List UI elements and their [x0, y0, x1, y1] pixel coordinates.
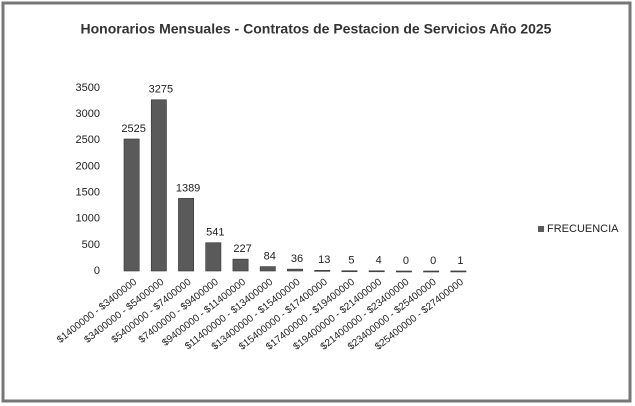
data-label: 541	[206, 227, 224, 239]
bar	[178, 198, 195, 272]
data-label: 1389	[176, 182, 200, 194]
data-label: 0	[403, 255, 409, 267]
bar	[368, 270, 385, 273]
legend-swatch	[538, 226, 544, 232]
data-label: 2525	[121, 123, 145, 135]
data-label: 3275	[149, 84, 173, 96]
data-label: 84	[264, 251, 276, 263]
data-label: 36	[291, 253, 303, 265]
bar	[341, 270, 358, 273]
bar	[423, 270, 440, 273]
data-label: 5	[348, 255, 354, 267]
bar	[150, 99, 167, 272]
y-tick-label: 1500	[76, 186, 100, 198]
bar	[205, 242, 222, 272]
data-label: 1	[457, 255, 463, 267]
bar	[232, 258, 249, 272]
chart-title: Honorarios Mensuales - Contratos de Pest…	[81, 21, 552, 37]
legend-label: FRECUENCIA	[547, 223, 619, 235]
data-label: 227	[233, 243, 251, 255]
y-tick-label: 2500	[76, 134, 100, 146]
data-label: 0	[430, 255, 436, 267]
y-tick-label: 3500	[76, 82, 100, 94]
bar	[314, 270, 331, 272]
y-tick-label: 2000	[76, 160, 100, 172]
y-tick-label: 3000	[76, 108, 100, 120]
data-label: 4	[376, 255, 382, 267]
y-tick-label: 0	[94, 265, 100, 277]
bar	[450, 270, 467, 273]
y-tick-label: 500	[82, 239, 100, 251]
bar	[395, 270, 412, 273]
bar	[287, 268, 303, 272]
bar	[123, 138, 140, 272]
data-label: 13	[318, 254, 330, 266]
y-tick-label: 1000	[76, 213, 100, 225]
bar	[259, 266, 276, 272]
